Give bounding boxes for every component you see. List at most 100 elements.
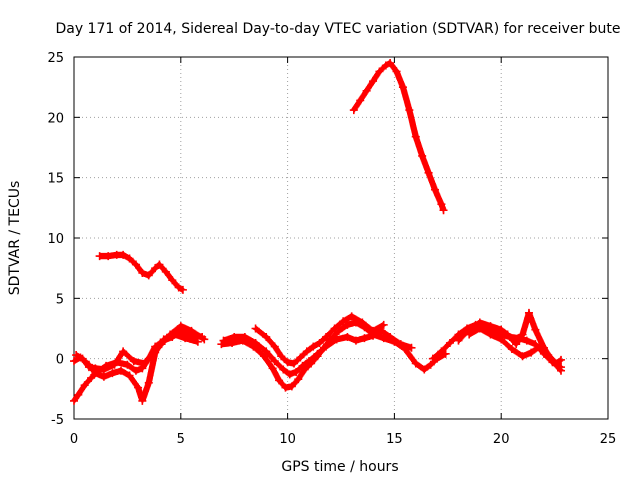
- data-point: [123, 360, 132, 369]
- series-satellite-track-7: [219, 326, 416, 379]
- data-point: [157, 340, 166, 349]
- data-point: [507, 345, 516, 354]
- data-point: [411, 359, 420, 368]
- data-point: [125, 371, 134, 380]
- data-point: [129, 357, 138, 366]
- data-point: [518, 352, 527, 361]
- data-point: [552, 359, 561, 368]
- series-satellite-track-8: [251, 312, 388, 368]
- data-point: [309, 342, 318, 351]
- data-point: [362, 86, 371, 95]
- data-point: [84, 363, 93, 372]
- data-point: [349, 106, 358, 115]
- data-point: [445, 338, 454, 347]
- data-point: [332, 335, 341, 344]
- data-point: [281, 383, 290, 392]
- data-point: [418, 151, 427, 160]
- data-point: [343, 320, 352, 329]
- data-point: [134, 383, 143, 392]
- data-point: [420, 365, 429, 374]
- data-point: [91, 364, 100, 373]
- data-point: [80, 381, 89, 390]
- data-point: [381, 61, 390, 70]
- data-point: [486, 330, 495, 339]
- x-tick-label: 15: [386, 432, 403, 447]
- data-point: [339, 317, 348, 326]
- data-point: [439, 206, 448, 215]
- data-point: [279, 365, 288, 374]
- data-point: [70, 396, 78, 405]
- data-point: [290, 359, 299, 368]
- data-point: [407, 343, 416, 352]
- data-point: [193, 337, 202, 346]
- data-point: [161, 267, 170, 276]
- data-point: [351, 336, 360, 345]
- x-axis-label: GPS time / hours: [281, 459, 398, 475]
- data-point: [144, 271, 153, 280]
- data-point: [313, 349, 322, 358]
- data-point: [298, 361, 307, 370]
- data-point: [518, 330, 527, 339]
- data-point: [70, 357, 78, 366]
- data-point: [557, 355, 566, 364]
- data-point: [99, 372, 108, 381]
- data-point: [178, 285, 187, 294]
- data-point: [270, 357, 279, 366]
- data-point: [386, 332, 395, 341]
- data-point: [411, 132, 420, 141]
- data-point: [110, 360, 119, 369]
- x-tick-label: 0: [70, 432, 78, 447]
- data-point: [294, 375, 303, 384]
- data-point: [260, 352, 269, 361]
- data-point: [270, 342, 279, 351]
- data-point: [262, 347, 271, 356]
- x-tick-label: 10: [279, 432, 296, 447]
- series-satellite-track-1: [95, 250, 187, 294]
- data-point: [405, 106, 414, 115]
- grid: [74, 57, 608, 419]
- data-point: [251, 338, 260, 347]
- data-point: [524, 308, 533, 317]
- data-point: [116, 366, 125, 375]
- data-point: [386, 59, 395, 68]
- data-point: [535, 342, 544, 351]
- data-point: [424, 168, 433, 177]
- data-point: [166, 330, 175, 339]
- data-point: [285, 370, 294, 379]
- data-point: [296, 353, 305, 362]
- data-point: [486, 322, 495, 331]
- data-point: [475, 324, 484, 333]
- y-tick-label: 0: [56, 353, 64, 368]
- data-point: [369, 77, 378, 86]
- x-tick-label: 5: [177, 432, 185, 447]
- data-point: [99, 365, 108, 374]
- data-point: [356, 96, 365, 105]
- data-point: [497, 325, 506, 334]
- axis-ticks: 0 5 10 15 20 25 -5 0 5 10 15 20 25: [47, 51, 616, 447]
- y-tick-label: 5: [56, 292, 64, 307]
- data-point: [512, 340, 521, 349]
- data-point: [131, 260, 140, 269]
- data-point: [140, 359, 149, 368]
- data-point: [437, 347, 446, 356]
- data-point: [441, 349, 450, 358]
- data-point: [240, 332, 249, 341]
- data-point: [369, 326, 378, 335]
- data-point: [358, 318, 367, 327]
- data-point: [465, 330, 474, 339]
- data-point: [275, 376, 284, 385]
- data-point: [187, 326, 196, 335]
- data-point: [168, 276, 177, 285]
- data-point: [315, 338, 324, 347]
- y-tick-label: 10: [47, 232, 64, 247]
- data-point: [360, 334, 369, 343]
- series-satellite-track-11: [465, 324, 566, 368]
- data-point: [119, 347, 128, 356]
- data-point: [149, 348, 158, 357]
- data-point: [347, 312, 356, 321]
- series-satellite-track-2: [349, 59, 448, 215]
- data-point: [230, 332, 239, 341]
- data-point: [176, 322, 185, 331]
